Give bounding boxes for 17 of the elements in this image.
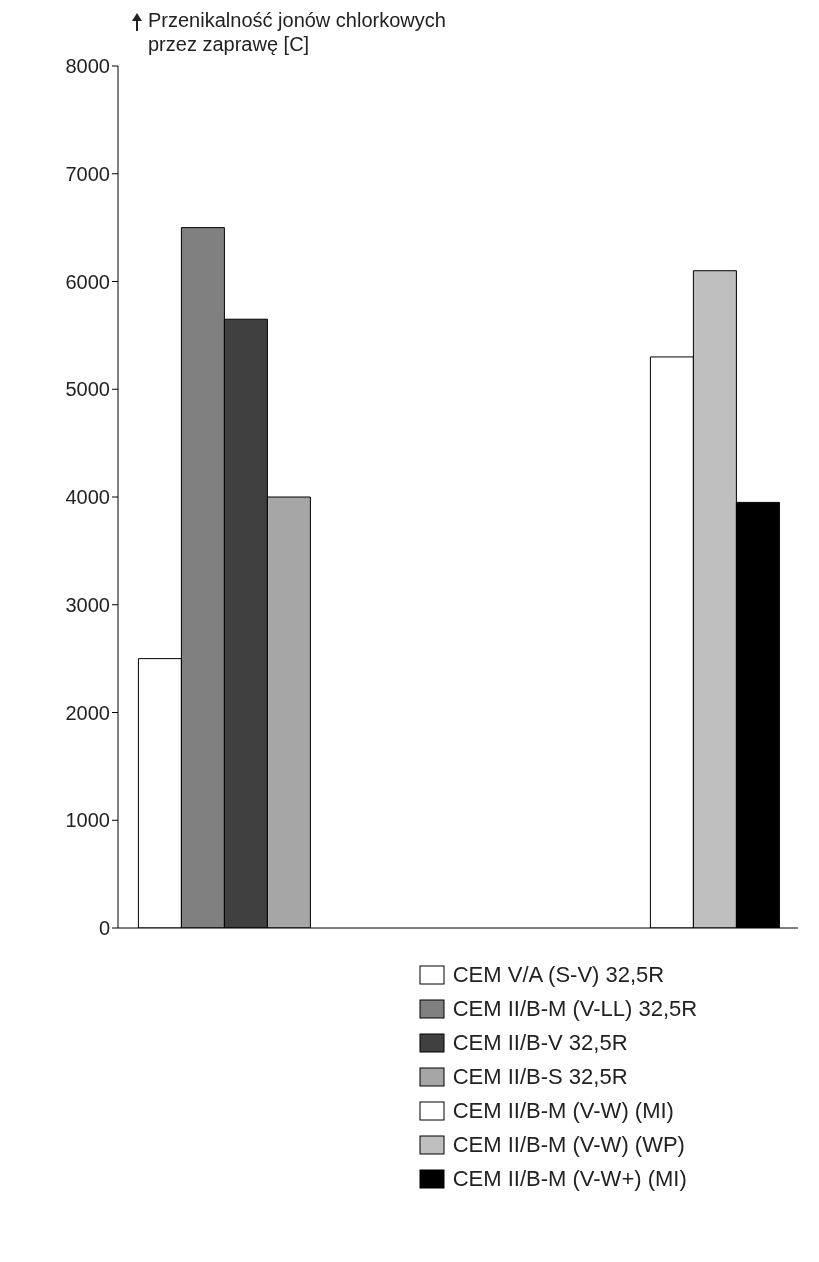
legend-label: CEM II/B-M (V-LL) 32,5R (452, 995, 698, 1023)
y-tick-label: 2000 (65, 701, 110, 724)
y-tick-label: 0 (98, 917, 110, 940)
legend-label: CEM II/B-V 32,5R (452, 1029, 628, 1057)
y-tick-label: 5000 (65, 378, 110, 401)
legend-label: CEM II/B-M (V-W) (MI) (452, 1097, 674, 1125)
y-tick-label: 3000 (65, 593, 110, 616)
y-tick-label: 6000 (65, 270, 110, 293)
y-axis-title: Przenikalność jonów chlorkowych przez zaprawę [C] (148, 8, 447, 56)
legend-label: CEM II/B-S 32,5R (452, 1063, 628, 1091)
y-tick-label: 4000 (65, 486, 110, 509)
legend-label: CEM V/A (S-V) 32,5R (452, 961, 665, 989)
y-tick-label: 1000 (65, 809, 110, 832)
y-tick-label: 7000 (65, 162, 110, 185)
legend-label: CEM II/B-M (V-W+) (MI) (452, 1165, 687, 1193)
y-tick-label: 8000 (65, 55, 110, 78)
legend-label: CEM II/B-M (V-W) (WP) (452, 1131, 685, 1159)
